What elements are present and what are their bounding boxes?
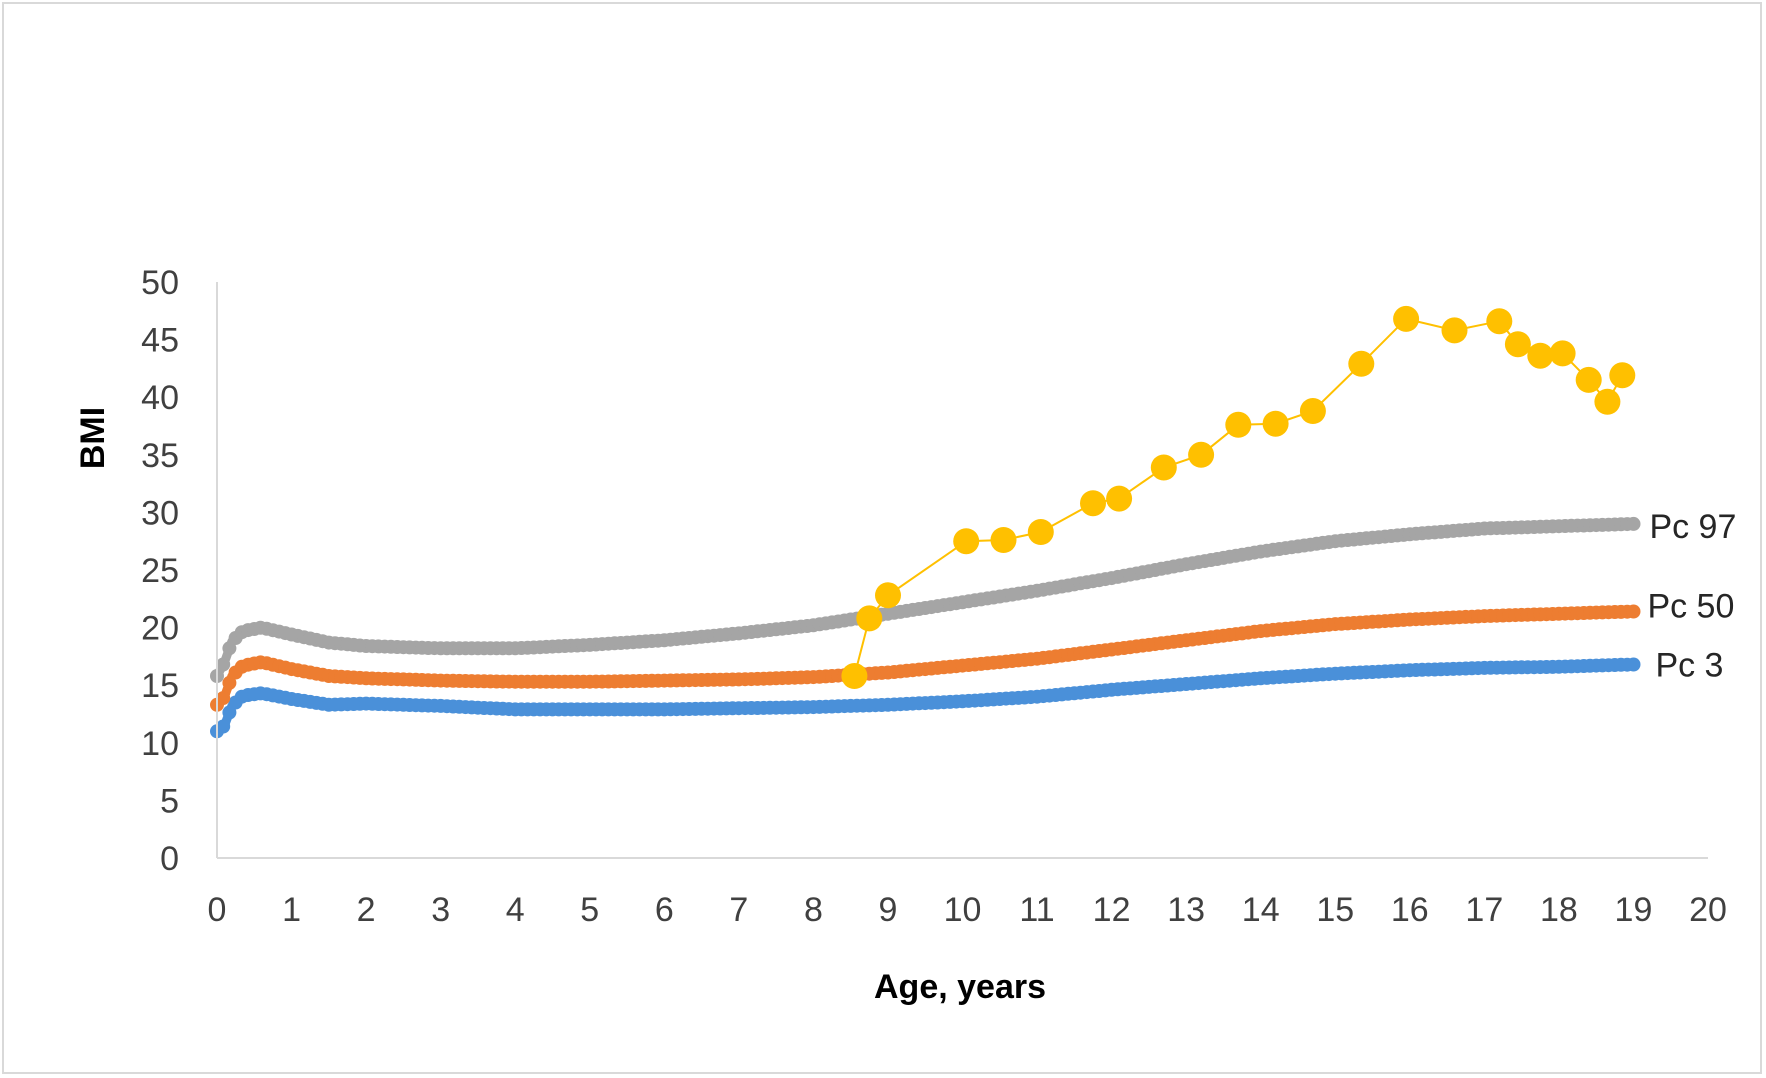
x-tick-label: 15: [1316, 891, 1354, 929]
data-point: [222, 675, 237, 690]
y-tick-label: 30: [141, 494, 179, 532]
y-tick-label: 20: [141, 610, 179, 648]
x-tick-label: 14: [1242, 891, 1280, 929]
data-point: [1549, 340, 1576, 367]
data-point: [1299, 398, 1326, 424]
data-point: [1626, 604, 1641, 619]
x-tick-label: 2: [357, 891, 376, 929]
series-label: Pc 3: [1655, 646, 1723, 684]
y-tick-label: 15: [141, 667, 179, 705]
y-tick-label: 5: [160, 782, 179, 820]
x-tick-label: 13: [1167, 891, 1205, 929]
x-tick-label: 1: [282, 891, 301, 929]
series-layer: [210, 305, 1641, 739]
data-point: [875, 582, 901, 609]
y-tick-label: 45: [141, 322, 179, 360]
axes-layer: [216, 282, 1708, 859]
data-point: [1626, 657, 1641, 672]
x-tick-label: 16: [1391, 891, 1429, 929]
x-tick-label: 20: [1689, 891, 1727, 929]
x-tick-label: 9: [878, 891, 897, 929]
labels-layer: Pc 97 Pc 50 Pc 3: [1647, 508, 1736, 685]
data-point: [1080, 490, 1106, 517]
data-point: [216, 691, 231, 706]
data-point: [1441, 317, 1468, 344]
data-point: [990, 527, 1017, 553]
x-tick-label: 12: [1093, 891, 1131, 929]
data-point: [1262, 410, 1289, 437]
data-point: [1106, 485, 1133, 512]
data-point: [1188, 441, 1215, 468]
data-point: [1348, 350, 1375, 377]
data-point: [1225, 411, 1252, 438]
data-point: [1027, 519, 1054, 545]
x-tick-label: 8: [804, 891, 823, 929]
series-pc-50: [210, 604, 1641, 712]
x-tick-label: 4: [506, 891, 525, 929]
x-tick-label: 7: [729, 891, 748, 929]
data-point: [1150, 454, 1177, 481]
data-point: [1609, 362, 1636, 389]
data-point: [1486, 308, 1513, 335]
data-point: [222, 641, 237, 656]
data-point: [222, 705, 237, 720]
x-tick-label: 11: [1019, 891, 1054, 929]
data-point: [216, 719, 231, 734]
data-point: [1575, 366, 1602, 393]
series-label: Pc 97: [1649, 508, 1736, 546]
data-point: [1527, 342, 1554, 369]
x-tick-label: 18: [1540, 891, 1578, 929]
series-patient: [841, 305, 1636, 689]
x-tick-label: 19: [1615, 891, 1653, 929]
data-point: [856, 605, 883, 632]
series-label: Pc 50: [1647, 587, 1734, 625]
y-tick-label: 25: [141, 552, 179, 590]
x-tick-label: 10: [944, 891, 982, 929]
x-axis-title: Age, years: [874, 968, 1046, 1006]
series-line: [853, 317, 1624, 677]
y-tick-label: 10: [141, 725, 179, 763]
data-point: [1626, 516, 1641, 531]
x-tick-label: 0: [208, 891, 227, 929]
data-point: [216, 657, 231, 672]
data-point: [841, 663, 868, 689]
data-point: [1504, 331, 1531, 358]
y-tick-label: 0: [160, 840, 179, 878]
x-tick-label: 5: [580, 891, 599, 929]
series-pc-3: [210, 657, 1641, 739]
y-tick-label: 40: [141, 379, 179, 417]
series-pc-97: [210, 516, 1641, 683]
x-tick-label: 6: [655, 891, 674, 929]
x-tick-label: 3: [431, 891, 450, 929]
y-tick-label: 35: [141, 437, 179, 475]
data-point: [953, 528, 980, 555]
data-point: [1594, 388, 1621, 415]
data-point: [1393, 305, 1420, 332]
y-tick-label: 50: [141, 264, 179, 302]
y-axis-title: BMI: [74, 407, 112, 469]
x-tick-label: 17: [1465, 891, 1503, 929]
